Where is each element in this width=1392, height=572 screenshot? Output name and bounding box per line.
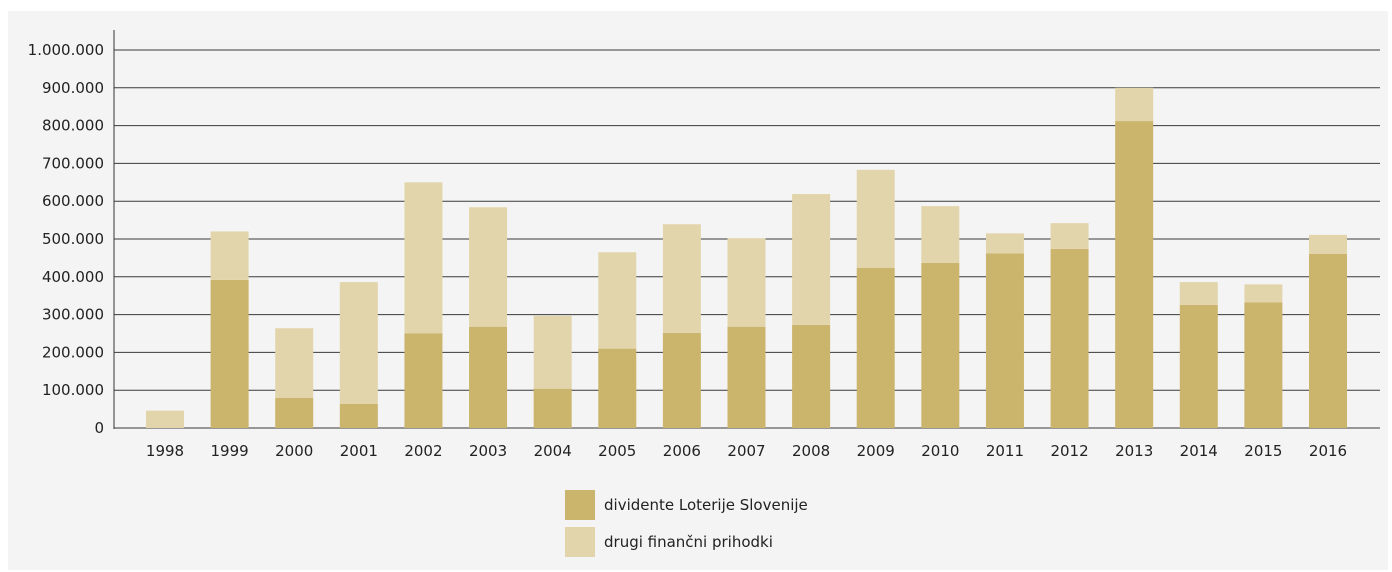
bar-other-income <box>921 206 960 263</box>
bar-dividends <box>985 253 1024 428</box>
bar-dividends <box>727 326 766 428</box>
y-tick-label: 0 <box>94 419 104 437</box>
legend-swatch-dividends <box>565 490 595 520</box>
x-tick-label: 2007 <box>727 442 765 460</box>
x-tick-label: 2009 <box>857 442 895 460</box>
bar-other-income <box>1050 223 1089 249</box>
x-tick-label: 2015 <box>1244 442 1282 460</box>
bar-dividends <box>469 326 508 428</box>
y-tick-label: 700.000 <box>42 154 104 172</box>
x-tick-label: 2001 <box>340 442 378 460</box>
x-axis-ticks: 1998 1999 2000 2001 2002 2003 2004 2005 2006 2007… <box>146 442 1347 460</box>
bar-dividends <box>1050 248 1089 428</box>
x-tick-label: 2005 <box>598 442 636 460</box>
x-tick-label: 2006 <box>663 442 701 460</box>
bar-dividends <box>856 267 895 428</box>
bar-other-income <box>598 252 637 349</box>
bar-other-income <box>339 282 378 404</box>
x-tick-label: 2010 <box>921 442 959 460</box>
bar-dividends <box>339 403 378 428</box>
y-tick-label: 200.000 <box>42 343 104 361</box>
bar-dividends <box>792 324 831 428</box>
bar-other-income <box>146 410 184 428</box>
bar-dividends <box>275 397 314 428</box>
bar-dividends <box>662 332 701 428</box>
x-tick-label: 2014 <box>1180 442 1218 460</box>
bar-dividends <box>598 348 637 428</box>
legend: dividente Loterije Slovenije drugi finan… <box>565 490 808 557</box>
bar-dividends <box>1309 253 1347 428</box>
y-tick-label: 500.000 <box>42 230 104 248</box>
bar-other-income <box>533 315 572 389</box>
x-tick-label: 2004 <box>534 442 572 460</box>
bar-other-income <box>985 233 1024 254</box>
bar-other-income <box>469 207 508 327</box>
bar-other-income <box>856 169 895 268</box>
bar-other-income <box>1244 284 1283 303</box>
bar-other-income <box>1179 282 1218 305</box>
y-tick-label: 400.000 <box>42 268 104 286</box>
y-tick-label: 800.000 <box>42 117 104 135</box>
x-tick-label: 2000 <box>275 442 313 460</box>
x-tick-label: 1999 <box>211 442 249 460</box>
legend-label-dividends: dividente Loterije Slovenije <box>604 496 808 514</box>
bar-dividends <box>921 262 960 428</box>
y-tick-label: 900.000 <box>42 79 104 97</box>
bar-other-income <box>1115 87 1154 122</box>
bar-other-income <box>727 238 766 327</box>
legend-label-other-income: drugi finančni prihodki <box>604 533 773 551</box>
x-tick-label: 2002 <box>404 442 442 460</box>
x-tick-label: 2003 <box>469 442 507 460</box>
bar-other-income <box>662 224 701 333</box>
bar-other-income <box>404 182 443 334</box>
x-tick-label: 2016 <box>1309 442 1347 460</box>
bars <box>146 87 1347 429</box>
bar-other-income <box>1309 234 1347 254</box>
y-tick-label: 600.000 <box>42 192 104 210</box>
bar-dividends <box>533 388 572 428</box>
y-tick-label: 300.000 <box>42 306 104 324</box>
y-axis-ticks: 0 100.000 200.000 300.000 400.000 500.000 600.… <box>28 41 104 437</box>
y-tick-label: 100.000 <box>42 381 104 399</box>
bar-dividends <box>1115 121 1154 429</box>
bar-other-income <box>210 231 249 280</box>
bar-other-income <box>275 328 314 398</box>
y-tick-label: 1.000.000 <box>28 41 104 59</box>
legend-swatch-other-income <box>565 527 595 557</box>
x-tick-label: 2008 <box>792 442 830 460</box>
x-tick-label: 2011 <box>986 442 1024 460</box>
bar-dividends <box>404 333 443 428</box>
x-tick-label: 2012 <box>1050 442 1088 460</box>
bar-dividends <box>210 279 249 428</box>
x-tick-label: 2013 <box>1115 442 1153 460</box>
bar-dividends <box>1179 304 1218 428</box>
bar-other-income <box>792 194 831 325</box>
bar-dividends <box>1244 302 1283 428</box>
x-tick-label: 1998 <box>146 442 184 460</box>
